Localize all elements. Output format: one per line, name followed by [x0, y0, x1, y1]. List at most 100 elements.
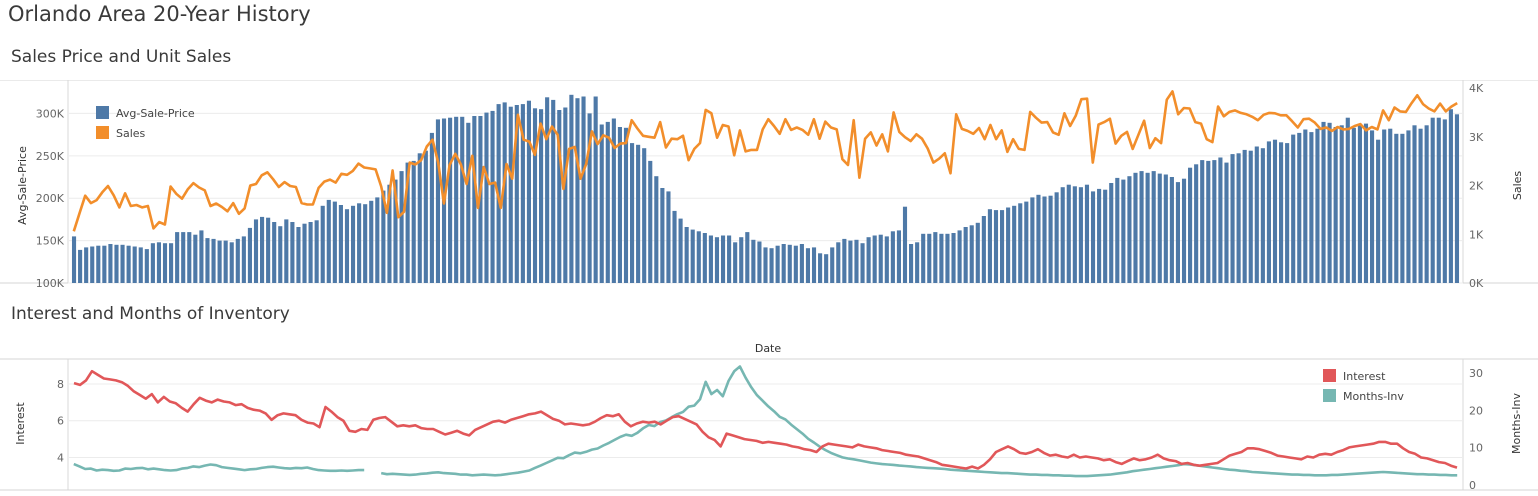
- bar-avg-sale-price: [963, 227, 968, 283]
- bar-avg-sale-price: [1084, 184, 1090, 283]
- bar-avg-sale-price: [108, 244, 113, 283]
- bar-avg-sale-price: [1236, 153, 1241, 283]
- bar-avg-sale-price: [1394, 133, 1399, 283]
- y2-tick-label: 0K: [1469, 277, 1484, 290]
- y-tick-label: 8: [57, 378, 64, 391]
- months-inv-line: [73, 365, 1458, 478]
- bar-avg-sale-price: [702, 233, 707, 283]
- bar-avg-sale-price: [247, 227, 252, 283]
- bar-avg-sale-price: [1254, 146, 1259, 283]
- bar-avg-sale-price: [569, 94, 574, 283]
- bar-avg-sale-price: [684, 227, 689, 283]
- bar-avg-sale-price: [1145, 172, 1150, 283]
- bar-avg-sale-price: [90, 246, 95, 283]
- bar-avg-sale-price: [1248, 150, 1253, 283]
- bar-avg-sale-price: [909, 244, 914, 283]
- y2-tick-label: 2K: [1469, 180, 1484, 193]
- bar-avg-sale-price: [217, 240, 222, 283]
- bar-avg-sale-price: [939, 233, 944, 283]
- bar-avg-sale-price: [593, 96, 598, 283]
- bar-avg-sale-price: [181, 232, 186, 283]
- bar-avg-sale-price: [830, 247, 835, 283]
- x-axis-title: Date: [755, 342, 782, 355]
- bar-avg-sale-price: [308, 222, 313, 283]
- legend-label-months-inv: Months-Inv: [1343, 390, 1404, 403]
- bar-avg-sale-price: [96, 245, 101, 283]
- bar-avg-sale-price: [1006, 207, 1011, 283]
- bar-avg-sale-price: [969, 225, 974, 283]
- bar-avg-sale-price: [1272, 139, 1278, 283]
- bar-avg-sale-price: [520, 104, 525, 283]
- bar-avg-sale-price: [1090, 191, 1096, 283]
- y-tick-label: 200K: [36, 192, 65, 205]
- bar-avg-sale-price: [927, 233, 932, 283]
- bar-avg-sale-price: [1230, 154, 1235, 283]
- bar-avg-sale-price: [1327, 122, 1332, 283]
- bar-avg-sale-price: [405, 162, 410, 283]
- bar-avg-sale-price: [890, 231, 895, 283]
- bar-avg-sale-price: [229, 242, 234, 283]
- interest-line: [73, 369, 1458, 470]
- bar-avg-sale-price: [999, 210, 1005, 283]
- bar-avg-sale-price: [1097, 188, 1102, 283]
- bar-avg-sale-price: [1448, 109, 1453, 283]
- bar-avg-sale-price: [423, 150, 428, 283]
- bar-avg-sale-price: [1036, 194, 1041, 283]
- bar-avg-sale-price: [563, 107, 568, 283]
- bar-avg-sale-price: [1388, 128, 1393, 283]
- bar-avg-sale-price: [642, 148, 647, 283]
- bar-avg-sale-price: [1163, 174, 1168, 283]
- bar-avg-sale-price: [1127, 176, 1132, 283]
- bar-avg-sale-price: [878, 234, 883, 283]
- bar-avg-sale-price: [1442, 119, 1447, 284]
- bar-avg-sale-price: [187, 232, 192, 283]
- y-tick-label: 300K: [36, 107, 65, 120]
- bar-avg-sale-price: [975, 222, 980, 283]
- legend-label-sales: Sales: [116, 127, 146, 140]
- y-axis-title: Interest: [14, 402, 27, 445]
- bar-avg-sale-price: [581, 96, 586, 283]
- bar-avg-sale-price: [1418, 128, 1423, 283]
- bar-avg-sale-price: [539, 109, 544, 283]
- bar-avg-sale-price: [326, 199, 331, 283]
- bar-avg-sale-price: [617, 127, 622, 283]
- y-tick-label: 4: [57, 451, 64, 464]
- bar-avg-sale-price: [1169, 177, 1174, 283]
- bar-avg-sale-price: [393, 179, 398, 283]
- bar-avg-sale-price: [1188, 167, 1193, 283]
- bar-avg-sale-price: [818, 253, 823, 283]
- bar-avg-sale-price: [211, 238, 216, 283]
- bar-avg-sale-price: [714, 237, 720, 283]
- bar-avg-sale-price: [302, 223, 307, 283]
- bar-avg-sale-price: [648, 160, 653, 283]
- chart-title-interest-inventory: Interest and Months of Inventory: [11, 304, 290, 324]
- bar-avg-sale-price: [1121, 179, 1126, 283]
- bar-avg-sale-price: [727, 235, 732, 283]
- bar-avg-sale-price: [1139, 171, 1144, 283]
- bar-avg-sale-price: [745, 232, 750, 283]
- bar-avg-sale-price: [84, 247, 89, 283]
- bar-avg-sale-price: [1218, 157, 1223, 283]
- bar-avg-sale-price: [526, 100, 531, 283]
- bar-avg-sale-price: [1285, 143, 1290, 283]
- bar-avg-sale-price: [751, 239, 756, 283]
- bar-avg-sale-price: [466, 122, 471, 283]
- bar-avg-sale-price: [636, 144, 641, 283]
- bar-avg-sale-price: [126, 245, 131, 283]
- bar-avg-sale-price: [399, 171, 404, 283]
- bar-avg-sale-price: [235, 238, 240, 283]
- bar-avg-sale-price: [1430, 117, 1435, 283]
- bar-avg-sale-price: [915, 242, 920, 283]
- bar-avg-sale-price: [860, 243, 865, 283]
- bar-avg-sale-price: [696, 231, 701, 283]
- bar-avg-sale-price: [1151, 171, 1156, 283]
- bar-avg-sale-price: [1291, 134, 1296, 283]
- bar-avg-sale-price: [448, 117, 453, 283]
- y-axis-title: Avg-Sale-Price: [16, 146, 29, 225]
- y-tick-label: 6: [57, 415, 64, 428]
- bar-avg-sale-price: [708, 235, 713, 283]
- bar-avg-sale-price: [1042, 196, 1047, 283]
- bar-avg-sale-price: [575, 98, 580, 283]
- bar-avg-sale-price: [1200, 160, 1205, 283]
- bar-avg-sale-price: [1018, 203, 1023, 283]
